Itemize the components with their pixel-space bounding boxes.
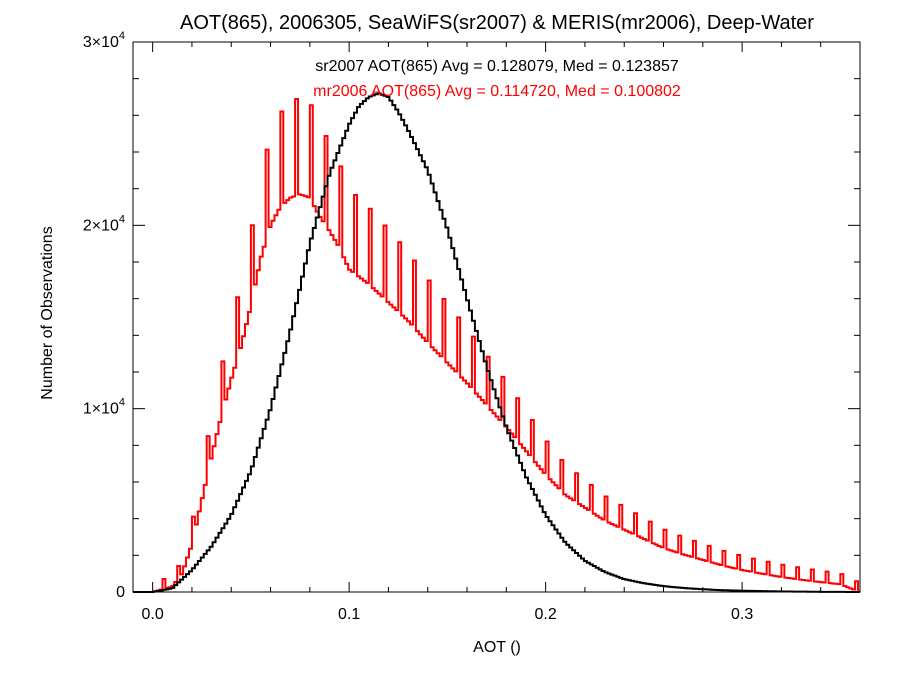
- x-tick-label: 0.3: [731, 606, 753, 623]
- x-axis-label: AOT (): [473, 639, 521, 656]
- annotation-sr2007: sr2007 AOT(865) Avg = 0.128079, Med = 0.…: [315, 58, 679, 75]
- x-tick-label: 0.1: [338, 606, 360, 623]
- y-axis-label: Number of Observations: [39, 226, 56, 399]
- x-tick-label: 0.0: [142, 606, 164, 623]
- y-tick-label: 3×104: [83, 30, 125, 51]
- y-tick-label: 0: [116, 584, 125, 601]
- annotation-mr2006: mr2006 AOT(865) Avg = 0.114720, Med = 0.…: [313, 83, 681, 100]
- series-line-mr2006: [133, 98, 860, 593]
- chart-title: AOT(865), 2006305, SeaWiFS(sr2007) & MER…: [180, 12, 814, 34]
- plot-area: 0.0 0.1 0.2 0.3 0 1×104 2×104 3×104: [83, 30, 861, 623]
- plot-frame: [132, 41, 861, 593]
- y-tick-label: 1×104: [83, 397, 125, 418]
- y-tick-label: 2×104: [83, 213, 125, 234]
- series-line-sr2007: [133, 92, 860, 593]
- x-tick-label: 0.2: [534, 606, 556, 623]
